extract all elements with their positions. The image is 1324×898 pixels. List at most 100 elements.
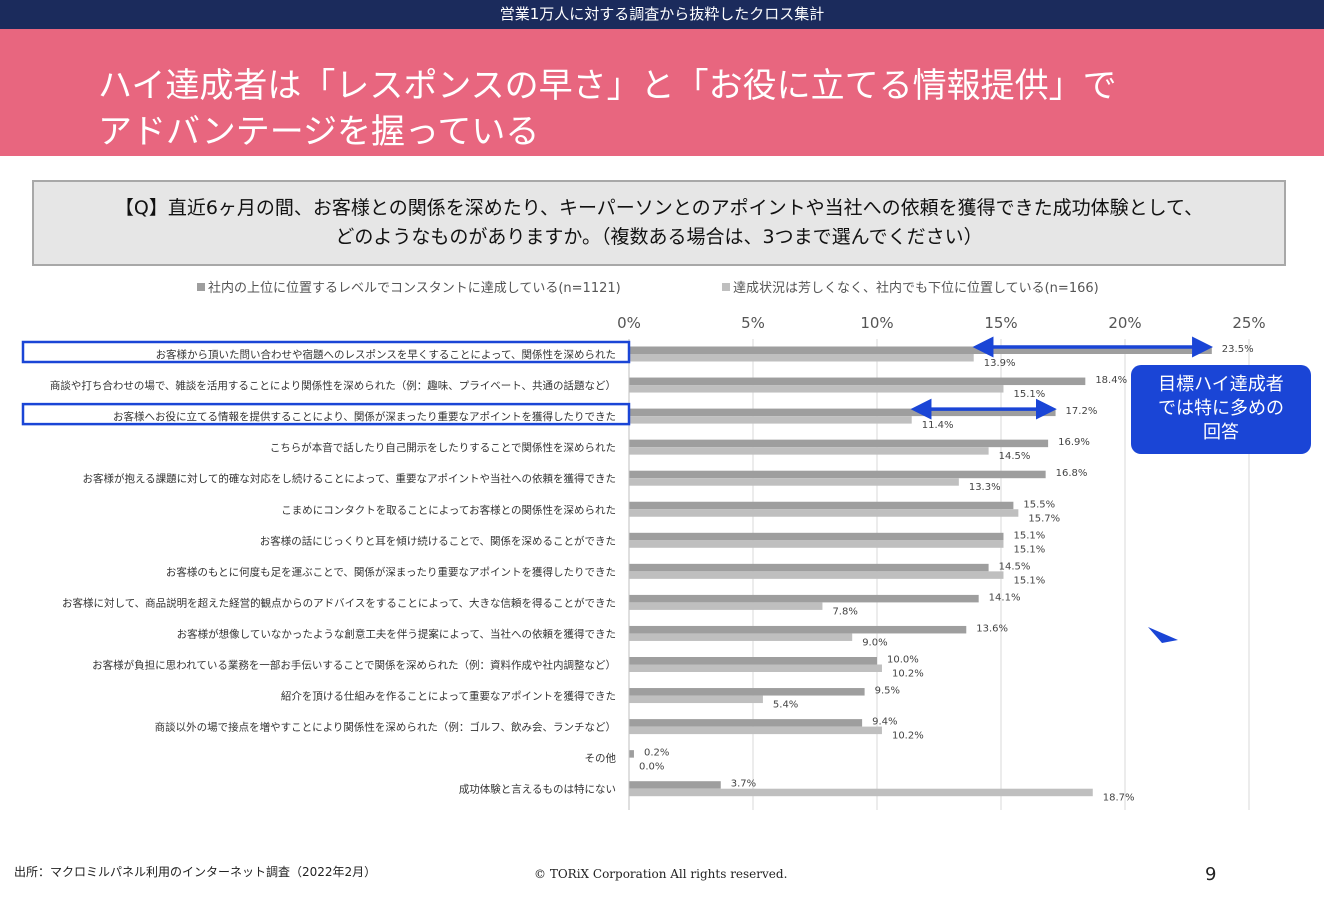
bar-series2 [629,385,1004,393]
data-label-series1: 14.1% [989,592,1021,603]
data-label-series2: 15.1% [1013,575,1045,586]
data-label-series1: 18.4% [1095,375,1127,386]
top-label: 営業1万人に対する調査から抜粋したクロス集計 [499,5,825,23]
data-label-series2: 15.1% [1013,389,1045,400]
bar-series2 [629,695,763,704]
category-label: お客様へお役に立てる情報を提供することにより、関係が深まったり重要なアポイントを… [113,410,616,423]
question-line2: どのようなものがありますか。（複数ある場合は、3つまで選んでください） [335,226,983,248]
x-tick-label: 0% [617,314,641,332]
x-tick-label: 5% [741,314,765,332]
bar-series1 [629,719,863,727]
data-label-series1: 17.2% [1066,406,1098,417]
category-label: その他 [585,752,617,765]
bar-series2 [629,354,974,362]
data-label-series1: 16.9% [1058,437,1090,448]
data-label-series2: 15.7% [1028,513,1060,524]
page-number: 9 [1205,864,1217,885]
category-label: こまめにコンタクトを取ることによってお客様との関係性を深められた [281,503,616,516]
page-title-line1: ハイ達成者は「レスポンスの早さ」と「お役に立てる情報提供」で [98,66,1117,106]
data-label-series1: 9.4% [872,717,897,728]
category-label: こちらが本音で話したり自己開示をしたりすることで関係性を深められた [270,441,616,454]
category-label: 商談や打ち合わせの場で、雑談を活用することにより関係性を深められた（例：趣味、プ… [50,379,616,392]
x-tick-label: 20% [1108,314,1141,332]
legend-label-series1: 社内の上位に位置するレベルでコンスタントに達成している(n=1121) [208,280,621,296]
bar-series2 [629,416,912,424]
data-label-series2: 18.7% [1103,793,1135,804]
page-title: ハイ達成者は「レスポンスの早さ」と「お役に立てる情報提供」で アドバンテージを握… [98,63,1248,155]
bar-chart: 社内の上位に位置するレベルでコンスタントに達成している(n=1121) 達成状況は… [21,280,1266,810]
category-label: お客様のもとに何度も足を運ぶことで、関係が深まったり重要なアポイントを獲得したり… [166,565,616,578]
data-label-series2: 11.4% [922,420,954,431]
data-label-series2: 10.2% [892,669,924,680]
callout-box: 目標ハイ達成者 では特に多めの 回答 [1131,365,1311,454]
bar-series2 [629,571,1004,579]
data-label-series2: 10.2% [892,731,924,742]
data-label-series1: 15.5% [1023,499,1055,510]
x-tick-label: 10% [860,314,893,332]
bar-series1 [629,346,1212,354]
data-label-series1: 23.5% [1222,344,1254,355]
data-label-series1: 0.2% [644,748,669,759]
question-line1: 【Q】直近6ヶ月の間、お客様との関係を深めたり、キーパーソンとのアポイントや当社… [114,197,1204,219]
data-label-series2: 13.9% [984,358,1016,369]
question-box: 【Q】直近6ヶ月の間、お客様との関係を深めたり、キーパーソンとのアポイントや当社… [32,180,1286,266]
data-label-series2: 0.0% [639,762,664,773]
bar-series1 [629,750,634,758]
data-label-series1: 9.5% [875,686,900,697]
title-banner: ハイ達成者は「レスポンスの早さ」と「お役に立てる情報提供」で アドバンテージを握… [0,29,1324,156]
bar-series2 [629,540,1004,548]
category-label: 成功体験と言えるものは特にない [459,783,616,796]
bar-series1 [629,532,1004,541]
category-label: 商談以外の場で接点を増やすことにより関係性を深められた（例：ゴルフ、飲み会、ラン… [155,721,616,734]
data-label-series2: 13.3% [969,482,1001,493]
source-note: 出所：マクロミルパネル利用のインターネット調査（2022年2月） [14,865,377,879]
callout-line2: では特に多めの [1158,398,1284,419]
callout-pointer [1148,627,1178,643]
bar-series1 [629,470,1046,479]
legend-label-series2: 達成状況は芳しくなく、社内でも下位に位置している(n=166) [733,280,1099,296]
data-label-series2: 15.1% [1013,544,1045,555]
bar-series1 [629,657,877,665]
category-label: お客様が想像していなかったような創意工夫を伴う提案によって、当社への依頼を獲得で… [177,627,616,640]
data-label-series1: 16.8% [1056,468,1088,479]
legend-swatch-series2 [722,283,730,291]
data-label-series1: 15.1% [1013,530,1045,541]
category-label: お客様の話にじっくりと耳を傾け続けることで、関係を深めることができた [260,534,616,547]
data-label-series1: 10.0% [887,655,919,666]
bar-series1 [629,501,1014,510]
bar-series2 [629,788,1093,797]
bar-series2 [629,478,959,486]
legend-swatch-series1 [197,283,205,291]
bar-series1 [629,377,1086,386]
callout-line1: 目標ハイ達成者 [1158,374,1284,395]
bar-series1 [629,439,1049,448]
bar-series2 [629,633,853,641]
category-label: 紹介を頂ける仕組みを作ることによって重要なアポイントを獲得できた [281,690,616,703]
category-label: お客様が抱える課題に対して的確な対応をし続けることによって、重要なアポイントや当… [82,472,616,485]
bar-series2 [629,509,1019,517]
data-label-series2: 5.4% [773,700,798,711]
data-label-series2: 14.5% [999,451,1031,462]
data-label-series2: 9.0% [862,637,887,648]
data-label-series2: 7.8% [832,606,857,617]
category-label: お客様から頂いた問い合わせや宿題へのレスポンスを早くすることによって、関係性を深… [156,348,616,361]
x-tick-label: 25% [1232,314,1265,332]
highlight-frame [21,340,631,364]
data-label-series1: 3.7% [731,779,756,790]
data-label-series1: 13.6% [976,623,1008,634]
bar-series2 [629,447,989,455]
bar-series2 [629,602,823,610]
page-title-line2: アドバンテージを握っている [98,112,540,152]
category-label: お客様に対して、商品説明を超えた経営的観点からのアドバイスをすることによって、大… [62,596,616,609]
bar-series1 [629,625,967,634]
category-label: お客様が負担に思われている業務を一部お手伝いすることで関係を深められた（例：資料… [92,659,616,672]
x-tick-label: 15% [984,314,1017,332]
bar-series1 [629,781,721,789]
bar-series2 [629,664,882,672]
bar-series1 [629,563,989,572]
callout-line3: 回答 [1203,422,1239,443]
highlight-frame [21,402,631,426]
bar-series1 [629,594,979,603]
bar-series1 [629,688,865,696]
bar-series1 [629,408,1056,417]
